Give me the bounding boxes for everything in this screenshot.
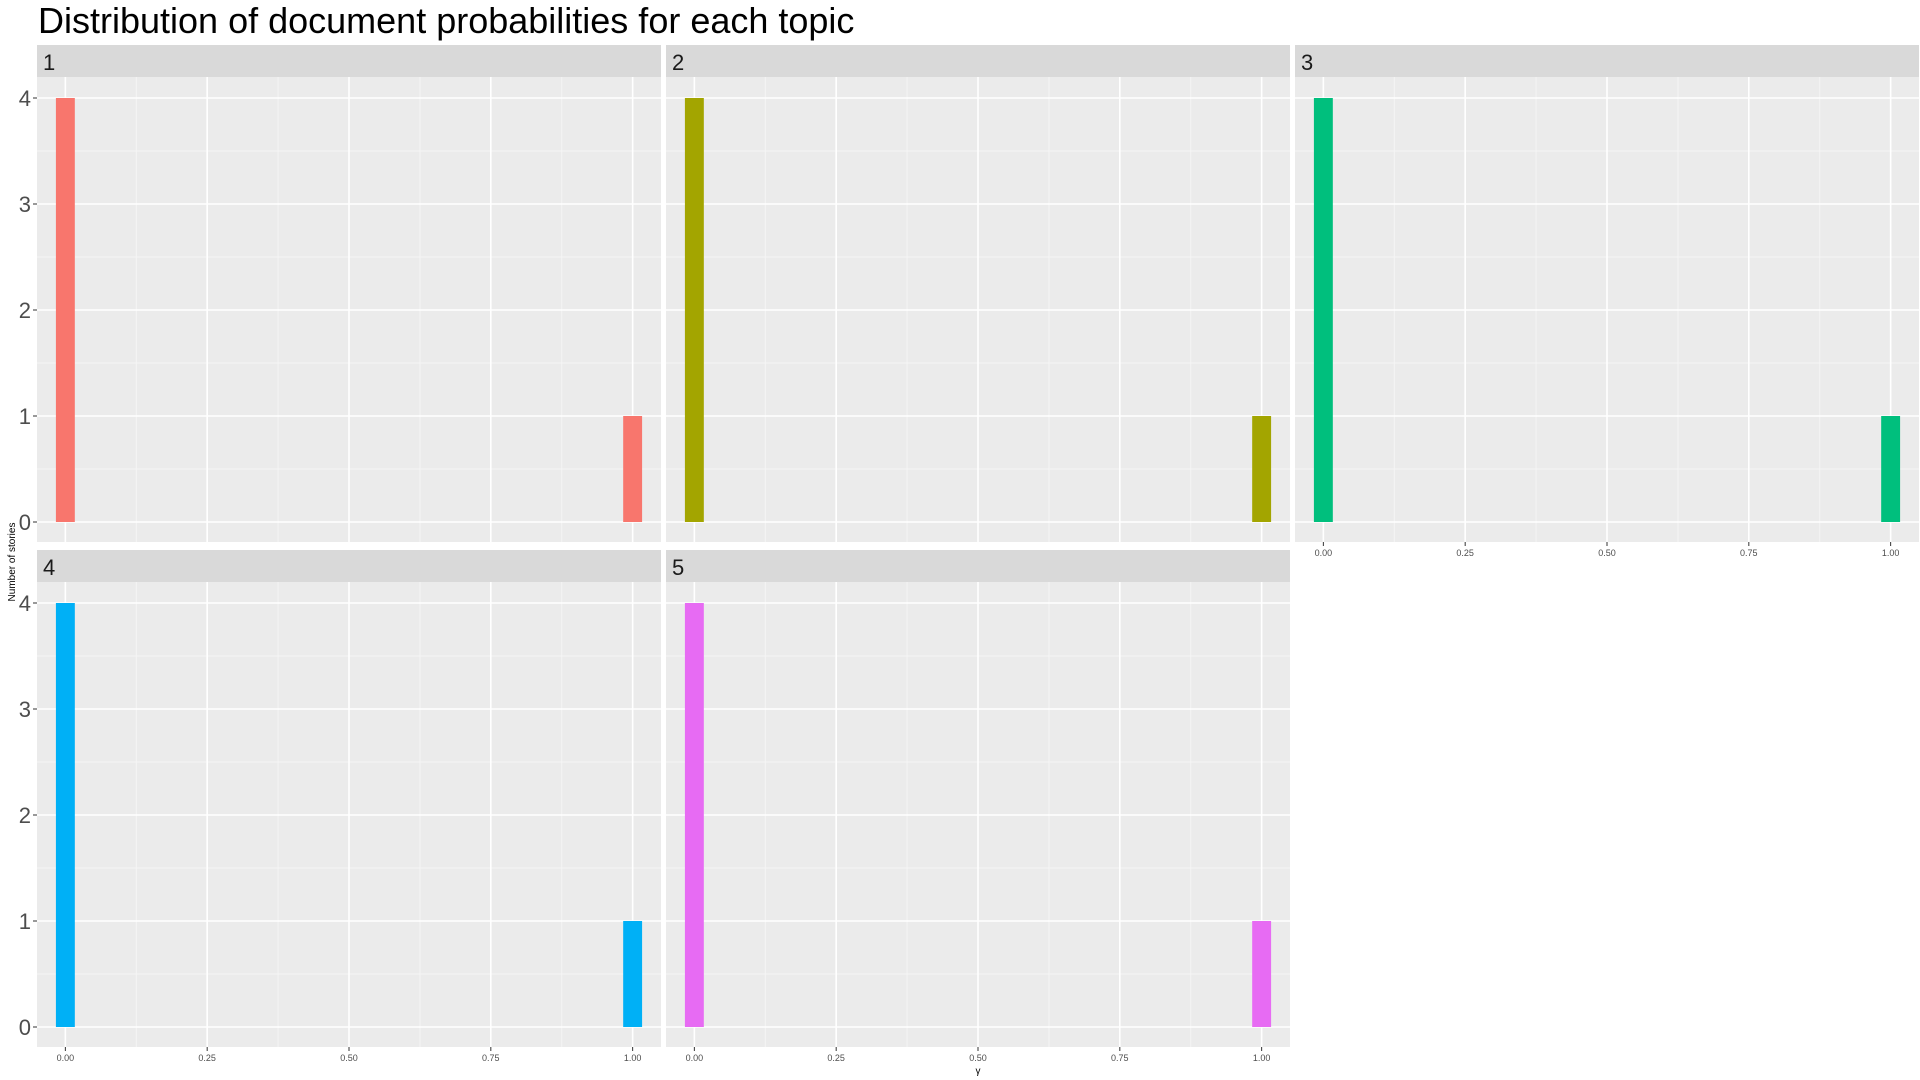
y-tick-label: 1 xyxy=(19,909,31,934)
x-tick-label: 0.00 xyxy=(57,1053,75,1063)
x-axis-title: γ xyxy=(976,1066,981,1077)
y-tick-label: 3 xyxy=(19,697,31,722)
y-tick-label: 0 xyxy=(19,1015,31,1040)
facet-strip xyxy=(37,550,661,582)
x-tick-label: 1.00 xyxy=(1882,548,1900,558)
x-tick-label: 1.00 xyxy=(1253,1053,1271,1063)
histogram-bar xyxy=(623,416,643,522)
y-tick-label: 4 xyxy=(19,86,31,111)
histogram-bar xyxy=(1313,98,1333,522)
histogram-bar xyxy=(55,603,75,1027)
histogram-bar xyxy=(55,98,75,522)
x-tick-label: 0.25 xyxy=(1456,548,1474,558)
facet-strip xyxy=(666,45,1290,77)
y-axis-title: Number of stories xyxy=(7,523,18,602)
y-tick-label: 2 xyxy=(19,803,31,828)
facet-strip xyxy=(37,45,661,77)
histogram-bar xyxy=(1252,921,1272,1027)
histogram-bar xyxy=(1881,416,1901,522)
x-tick-label: 0.50 xyxy=(340,1053,358,1063)
facet-label: 1 xyxy=(43,50,55,75)
histogram-bar xyxy=(684,98,704,522)
chart-title: Distribution of document probabilities f… xyxy=(38,0,855,41)
facet-label: 3 xyxy=(1301,50,1313,75)
facet-strip xyxy=(1295,45,1919,77)
x-tick-label: 0.25 xyxy=(827,1053,845,1063)
x-tick-label: 0.50 xyxy=(969,1053,987,1063)
y-tick-label: 4 xyxy=(19,591,31,616)
y-tick-label: 1 xyxy=(19,404,31,429)
x-tick-label: 0.00 xyxy=(686,1053,704,1063)
x-tick-label: 0.25 xyxy=(198,1053,216,1063)
histogram-bar xyxy=(684,603,704,1027)
facet-label: 2 xyxy=(672,50,684,75)
x-tick-label: 0.75 xyxy=(482,1053,500,1063)
histogram-bar xyxy=(623,921,643,1027)
y-tick-label: 0 xyxy=(19,510,31,535)
facet-strip xyxy=(666,550,1290,582)
x-tick-label: 0.75 xyxy=(1740,548,1758,558)
y-tick-label: 3 xyxy=(19,192,31,217)
x-tick-label: 0.75 xyxy=(1111,1053,1129,1063)
histogram-bar xyxy=(1252,416,1272,522)
x-tick-label: 0.50 xyxy=(1598,548,1616,558)
facet-label: 4 xyxy=(43,555,55,580)
x-tick-label: 1.00 xyxy=(624,1053,642,1063)
facet-label: 5 xyxy=(672,555,684,580)
x-tick-label: 0.00 xyxy=(1315,548,1333,558)
y-tick-label: 2 xyxy=(19,298,31,323)
